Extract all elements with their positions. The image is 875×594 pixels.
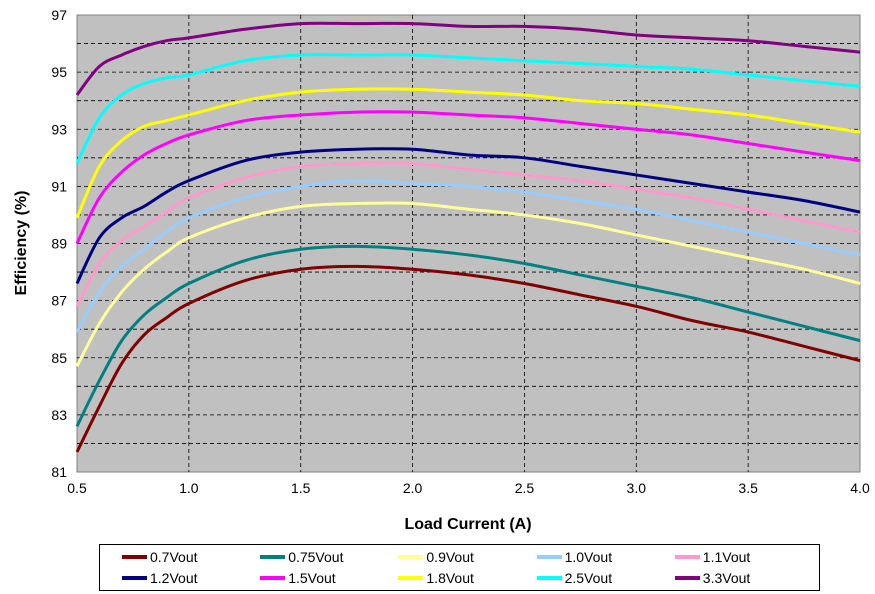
legend-label: 2.5Vout	[564, 570, 613, 587]
series-line-0-7vout	[75, 264, 861, 453]
legend-item: 0.9Vout	[398, 546, 536, 568]
legend-swatch	[398, 576, 424, 581]
x-tick-label: 2.5	[515, 480, 535, 496]
legend-swatch	[122, 554, 147, 559]
series-line-3-3vout	[75, 21, 861, 96]
efficiency-chart: 81 83 85 87 89 91 93 95 97 0.5 1.0 1.5 2.0 2.5 3.0 3.5…	[13, 7, 870, 533]
x-tick-label: 1.0	[179, 480, 199, 496]
legend-label: 1.5Vout	[288, 570, 336, 587]
legend-label: 1.2Vout	[150, 570, 198, 587]
x-tick-label: 3.5	[738, 480, 758, 496]
x-axis-title: Load Current (A)	[404, 516, 531, 533]
legend-swatch	[122, 576, 147, 581]
legend-swatch	[260, 576, 286, 581]
legend-swatch	[260, 554, 286, 559]
y-tick-label: 87	[51, 293, 67, 309]
x-tick-labels: 0.5 1.0 1.5 2.0 2.5 3.0 3.5 4.0	[67, 480, 870, 496]
legend-label: 1.0Vout	[564, 548, 613, 565]
y-tick-label: 97	[51, 7, 67, 23]
legend-label: 0.9Vout	[426, 548, 474, 565]
x-tick-label: 3.0	[627, 480, 647, 496]
legend-item: 0.75Vout	[260, 546, 398, 568]
legend-item: 1.5Vout	[260, 568, 398, 590]
legend-swatch	[536, 554, 562, 559]
legend: 0.7Vout 0.75Vout 0.9Vout 1.0Vout 1.1Vout 1.2V…	[99, 544, 820, 591]
legend-item: 1.2Vout	[122, 568, 260, 590]
series-line-1-5vout	[75, 110, 861, 245]
legend-swatch	[398, 554, 424, 559]
y-tick-label: 95	[51, 64, 67, 80]
y-tick-label: 85	[51, 350, 67, 366]
series-line-2-5vout	[75, 53, 861, 165]
series-line-0-9vout	[75, 201, 861, 368]
series-line-1-8vout	[75, 87, 861, 219]
x-tick-label: 1.5	[291, 480, 311, 496]
series-lines	[75, 21, 861, 453]
legend-item: 2.5Vout	[536, 568, 675, 590]
legend-item: 0.7Vout	[122, 546, 260, 568]
legend-swatch	[674, 554, 700, 559]
legend-item: 1.1Vout	[674, 546, 813, 568]
legend-swatch	[536, 576, 562, 581]
y-tick-label: 83	[51, 407, 67, 423]
y-axis-title: Efficiency (%)	[13, 191, 30, 296]
y-tick-label: 81	[51, 464, 67, 480]
legend-label: 1.1Vout	[702, 548, 751, 565]
series-line-1-2vout	[75, 147, 861, 285]
series-line-1-0vout	[75, 179, 861, 333]
x-tick-label: 0.5	[67, 480, 87, 496]
legend-label: 1.8Vout	[426, 570, 474, 587]
x-tick-label: 4.0	[850, 480, 870, 496]
y-tick-label: 93	[51, 121, 67, 137]
legend-item: 1.8Vout	[398, 568, 536, 590]
series-line-0-75vout	[75, 244, 861, 427]
series-line-1-1vout	[75, 161, 861, 308]
legend-label: 3.3Vout	[702, 570, 751, 587]
y-tick-label: 89	[51, 236, 67, 252]
y-tick-label: 91	[51, 178, 67, 194]
y-tick-labels: 81 83 85 87 89 91 93 95 97	[51, 7, 67, 480]
legend-label: 0.7Vout	[150, 548, 198, 565]
legend-swatch	[674, 576, 700, 581]
legend-item: 3.3Vout	[674, 568, 813, 590]
legend-label: 0.75Vout	[288, 548, 344, 565]
legend-item: 1.0Vout	[536, 546, 675, 568]
x-tick-label: 2.0	[403, 480, 423, 496]
